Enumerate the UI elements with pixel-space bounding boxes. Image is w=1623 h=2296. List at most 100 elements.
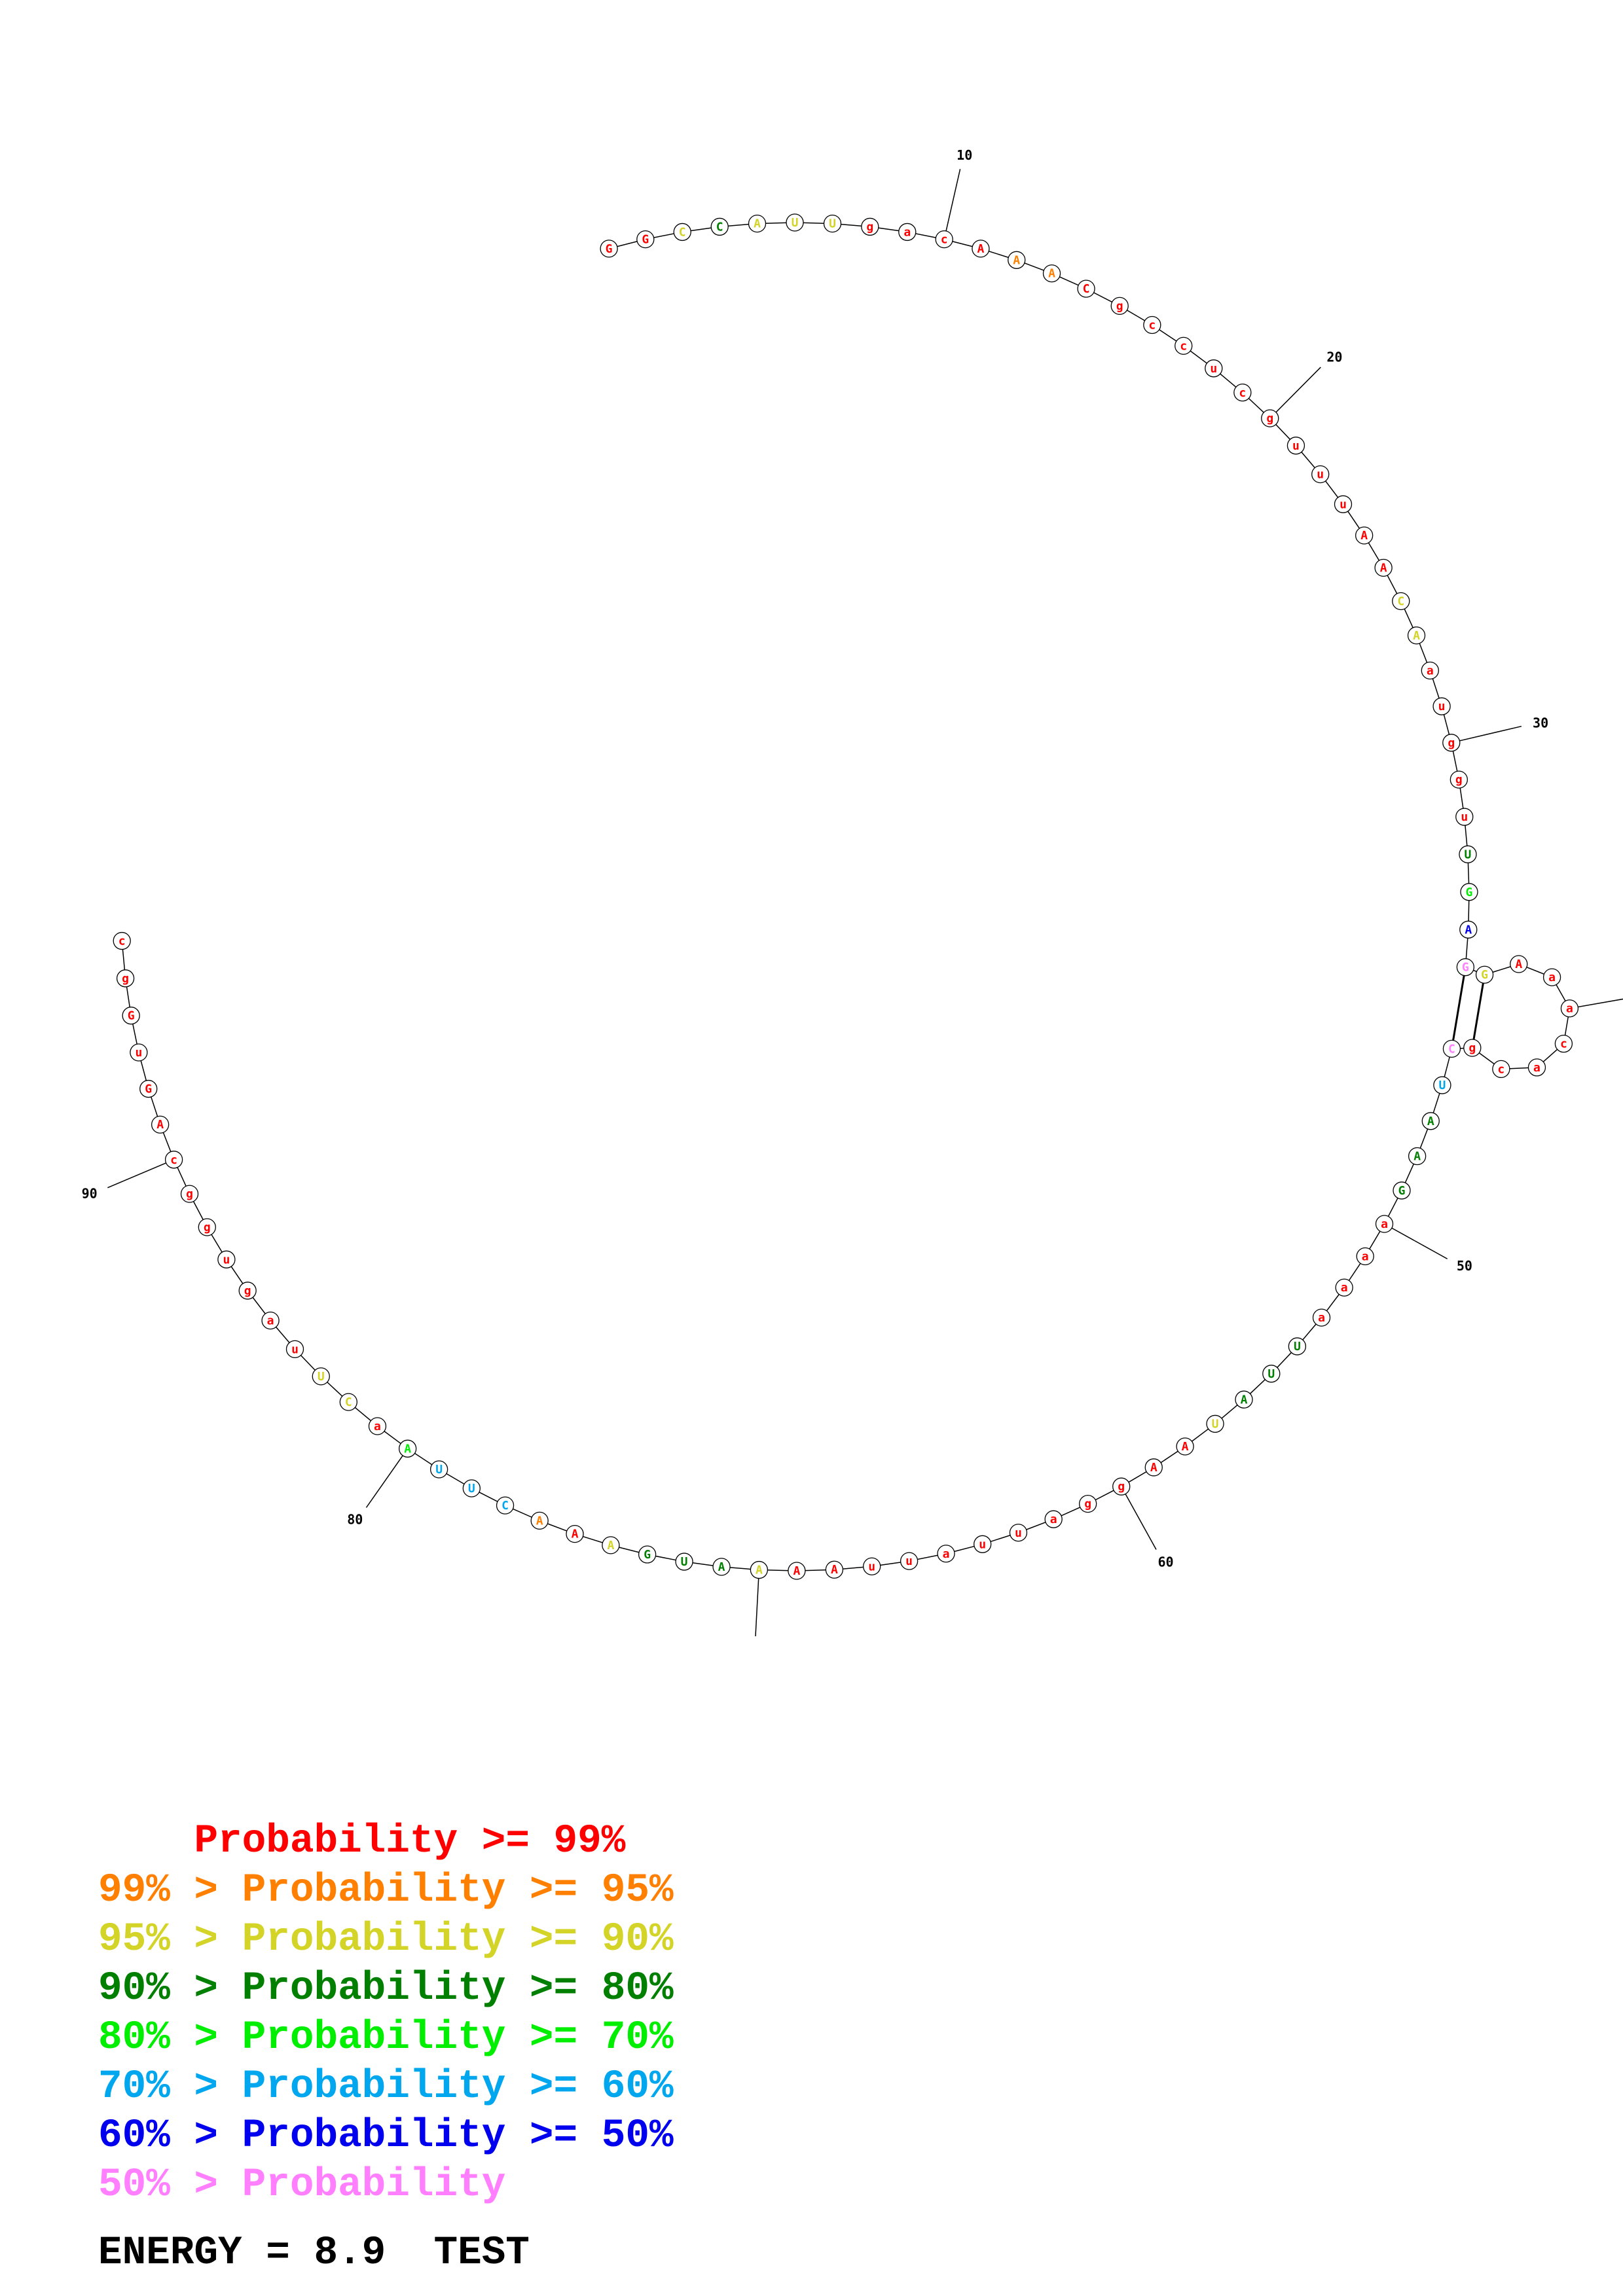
nucleotide-circle: [786, 213, 804, 232]
nucleotide-letter: G: [606, 242, 613, 256]
nucleotide-circle: [1110, 296, 1129, 315]
nucleotide-letter: A: [536, 1514, 543, 1528]
legend-label: Probability >= 80%: [242, 1966, 674, 2011]
nucleotide: G: [139, 1079, 158, 1098]
nucleotide: g: [1450, 770, 1468, 789]
nucleotide-circle: [1459, 845, 1477, 863]
legend-row-60: 70% > Probability >= 60%: [98, 2062, 674, 2111]
nucleotide-circle: [1374, 558, 1393, 577]
nucleotide-circle: [496, 1496, 515, 1515]
nucleotide: A: [1042, 264, 1061, 283]
nucleotide: a: [1560, 999, 1579, 1018]
nucleotide: A: [712, 1558, 731, 1576]
nucleotide-circle: [285, 1340, 304, 1358]
base-pair-line: [1471, 974, 1486, 1049]
legend-prefix: 90% >: [98, 1966, 242, 2011]
nucleotide-circle: [217, 1250, 236, 1268]
legend-label: Probability >= 70%: [242, 2015, 674, 2060]
nucleotide-letter: C: [1397, 594, 1404, 608]
nucleotide: g: [1442, 734, 1461, 752]
energy-label: ENERGY = 8.9 TEST: [98, 2231, 530, 2276]
nucleotide: A: [1176, 1437, 1194, 1456]
tick-label: 80: [347, 1511, 363, 1527]
nucleotide-letter: C: [679, 225, 686, 239]
nucleotide-circle: [1286, 437, 1305, 455]
nucleotide-letter: G: [644, 1548, 651, 1562]
nucleotide: c: [113, 931, 131, 950]
nucleotide-circle: [710, 217, 729, 236]
nucleotide-circle: [1078, 1494, 1097, 1513]
nucleotide-letter: a: [903, 225, 911, 239]
nucleotide-circle: [600, 240, 618, 258]
nucleotide: a: [937, 1545, 955, 1563]
tick-line: [1121, 1486, 1157, 1550]
nucleotide: A: [1421, 1112, 1440, 1130]
nucleotide: u: [900, 1552, 919, 1570]
nucleotide: c: [1143, 315, 1161, 334]
nucleotide-letter: C: [345, 1395, 352, 1409]
nucleotide-circle: [1235, 1390, 1253, 1408]
nucleotide-circle: [1459, 920, 1478, 939]
nucleotide-letter: C: [1448, 1042, 1455, 1056]
nucleotide-letter: g: [1455, 773, 1463, 787]
nucleotide: A: [1407, 626, 1426, 645]
nucleotide-circle: [863, 1557, 881, 1575]
nucleotide-letter: A: [977, 242, 984, 256]
nucleotide-letter: g: [1118, 1480, 1125, 1494]
nucleotide: c: [1492, 1060, 1510, 1079]
nucleotide-letter: U: [1267, 1367, 1275, 1381]
legend-row-80: 90% > Probability >= 80%: [98, 1964, 674, 2013]
nucleotide-letter: A: [1380, 562, 1387, 575]
nucleotide: A: [1374, 558, 1393, 577]
nucleotide-letter: G: [1481, 968, 1488, 982]
nucleotide: C: [1442, 1039, 1461, 1058]
nucleotide-letter: A: [1013, 253, 1020, 267]
nucleotide: C: [496, 1496, 515, 1515]
tick-line: [365, 1448, 409, 1508]
nucleotide-circle: [429, 1460, 448, 1479]
nucleotide-letter: u: [1015, 1526, 1022, 1540]
nucleotide-circle: [1442, 734, 1461, 752]
legend-label: Probability: [242, 2162, 506, 2208]
tick-line: [1451, 725, 1522, 744]
nucleotide: A: [398, 1439, 417, 1458]
nucleotide: g: [1112, 1477, 1131, 1496]
tick-label: 90: [82, 1185, 98, 1201]
nucleotide-circle: [1009, 1524, 1028, 1542]
nucleotide-letter: a: [1341, 1281, 1348, 1295]
nucleotide-letter: a: [374, 1420, 381, 1433]
tick-label: 20: [1326, 349, 1342, 365]
nucleotide-circle: [312, 1367, 330, 1386]
nucleotide-circle: [1554, 1035, 1573, 1053]
legend-row-50: 60% > Probability >= 50%: [98, 2111, 674, 2161]
nucleotide: g: [116, 969, 135, 988]
nucleotide-circle: [638, 1545, 657, 1564]
tick-label: 30: [1533, 715, 1548, 731]
nucleotide: A: [1355, 526, 1374, 545]
nucleotide-letter: U: [1212, 1417, 1219, 1431]
nucleotide-letter: u: [1317, 468, 1324, 482]
nucleotide: G: [122, 1007, 140, 1025]
nucleotide-letter: g: [122, 972, 129, 986]
nucleotide-circle: [139, 1079, 158, 1098]
nucleotide: c: [1233, 384, 1252, 402]
nucleotide-circle: [1312, 1308, 1331, 1327]
nucleotide: a: [1421, 661, 1439, 680]
nucleotide-circle: [261, 1311, 280, 1330]
nucleotide: G: [1460, 883, 1478, 901]
nucleotide-letter: A: [156, 1118, 164, 1132]
nucleotide-letter: u: [1292, 439, 1300, 453]
nucleotide-circle: [1375, 1215, 1394, 1233]
tick-line: [1269, 367, 1321, 419]
legend-row-99: Probability >= 99%: [98, 1817, 674, 1866]
nucleotide-letter: U: [1438, 1079, 1446, 1092]
legend-row-90: 95% > Probability >= 90%: [98, 1915, 674, 1964]
legend-prefix: 50% >: [98, 2162, 242, 2208]
legend-prefix: 99% >: [98, 1868, 242, 1913]
nucleotide: c: [935, 230, 953, 249]
nucleotide-circle: [1233, 384, 1252, 402]
nucleotide-circle: [1334, 495, 1353, 514]
nucleotide-letter: A: [1515, 958, 1522, 971]
legend-row-70: 80% > Probability >= 70%: [98, 2013, 674, 2062]
